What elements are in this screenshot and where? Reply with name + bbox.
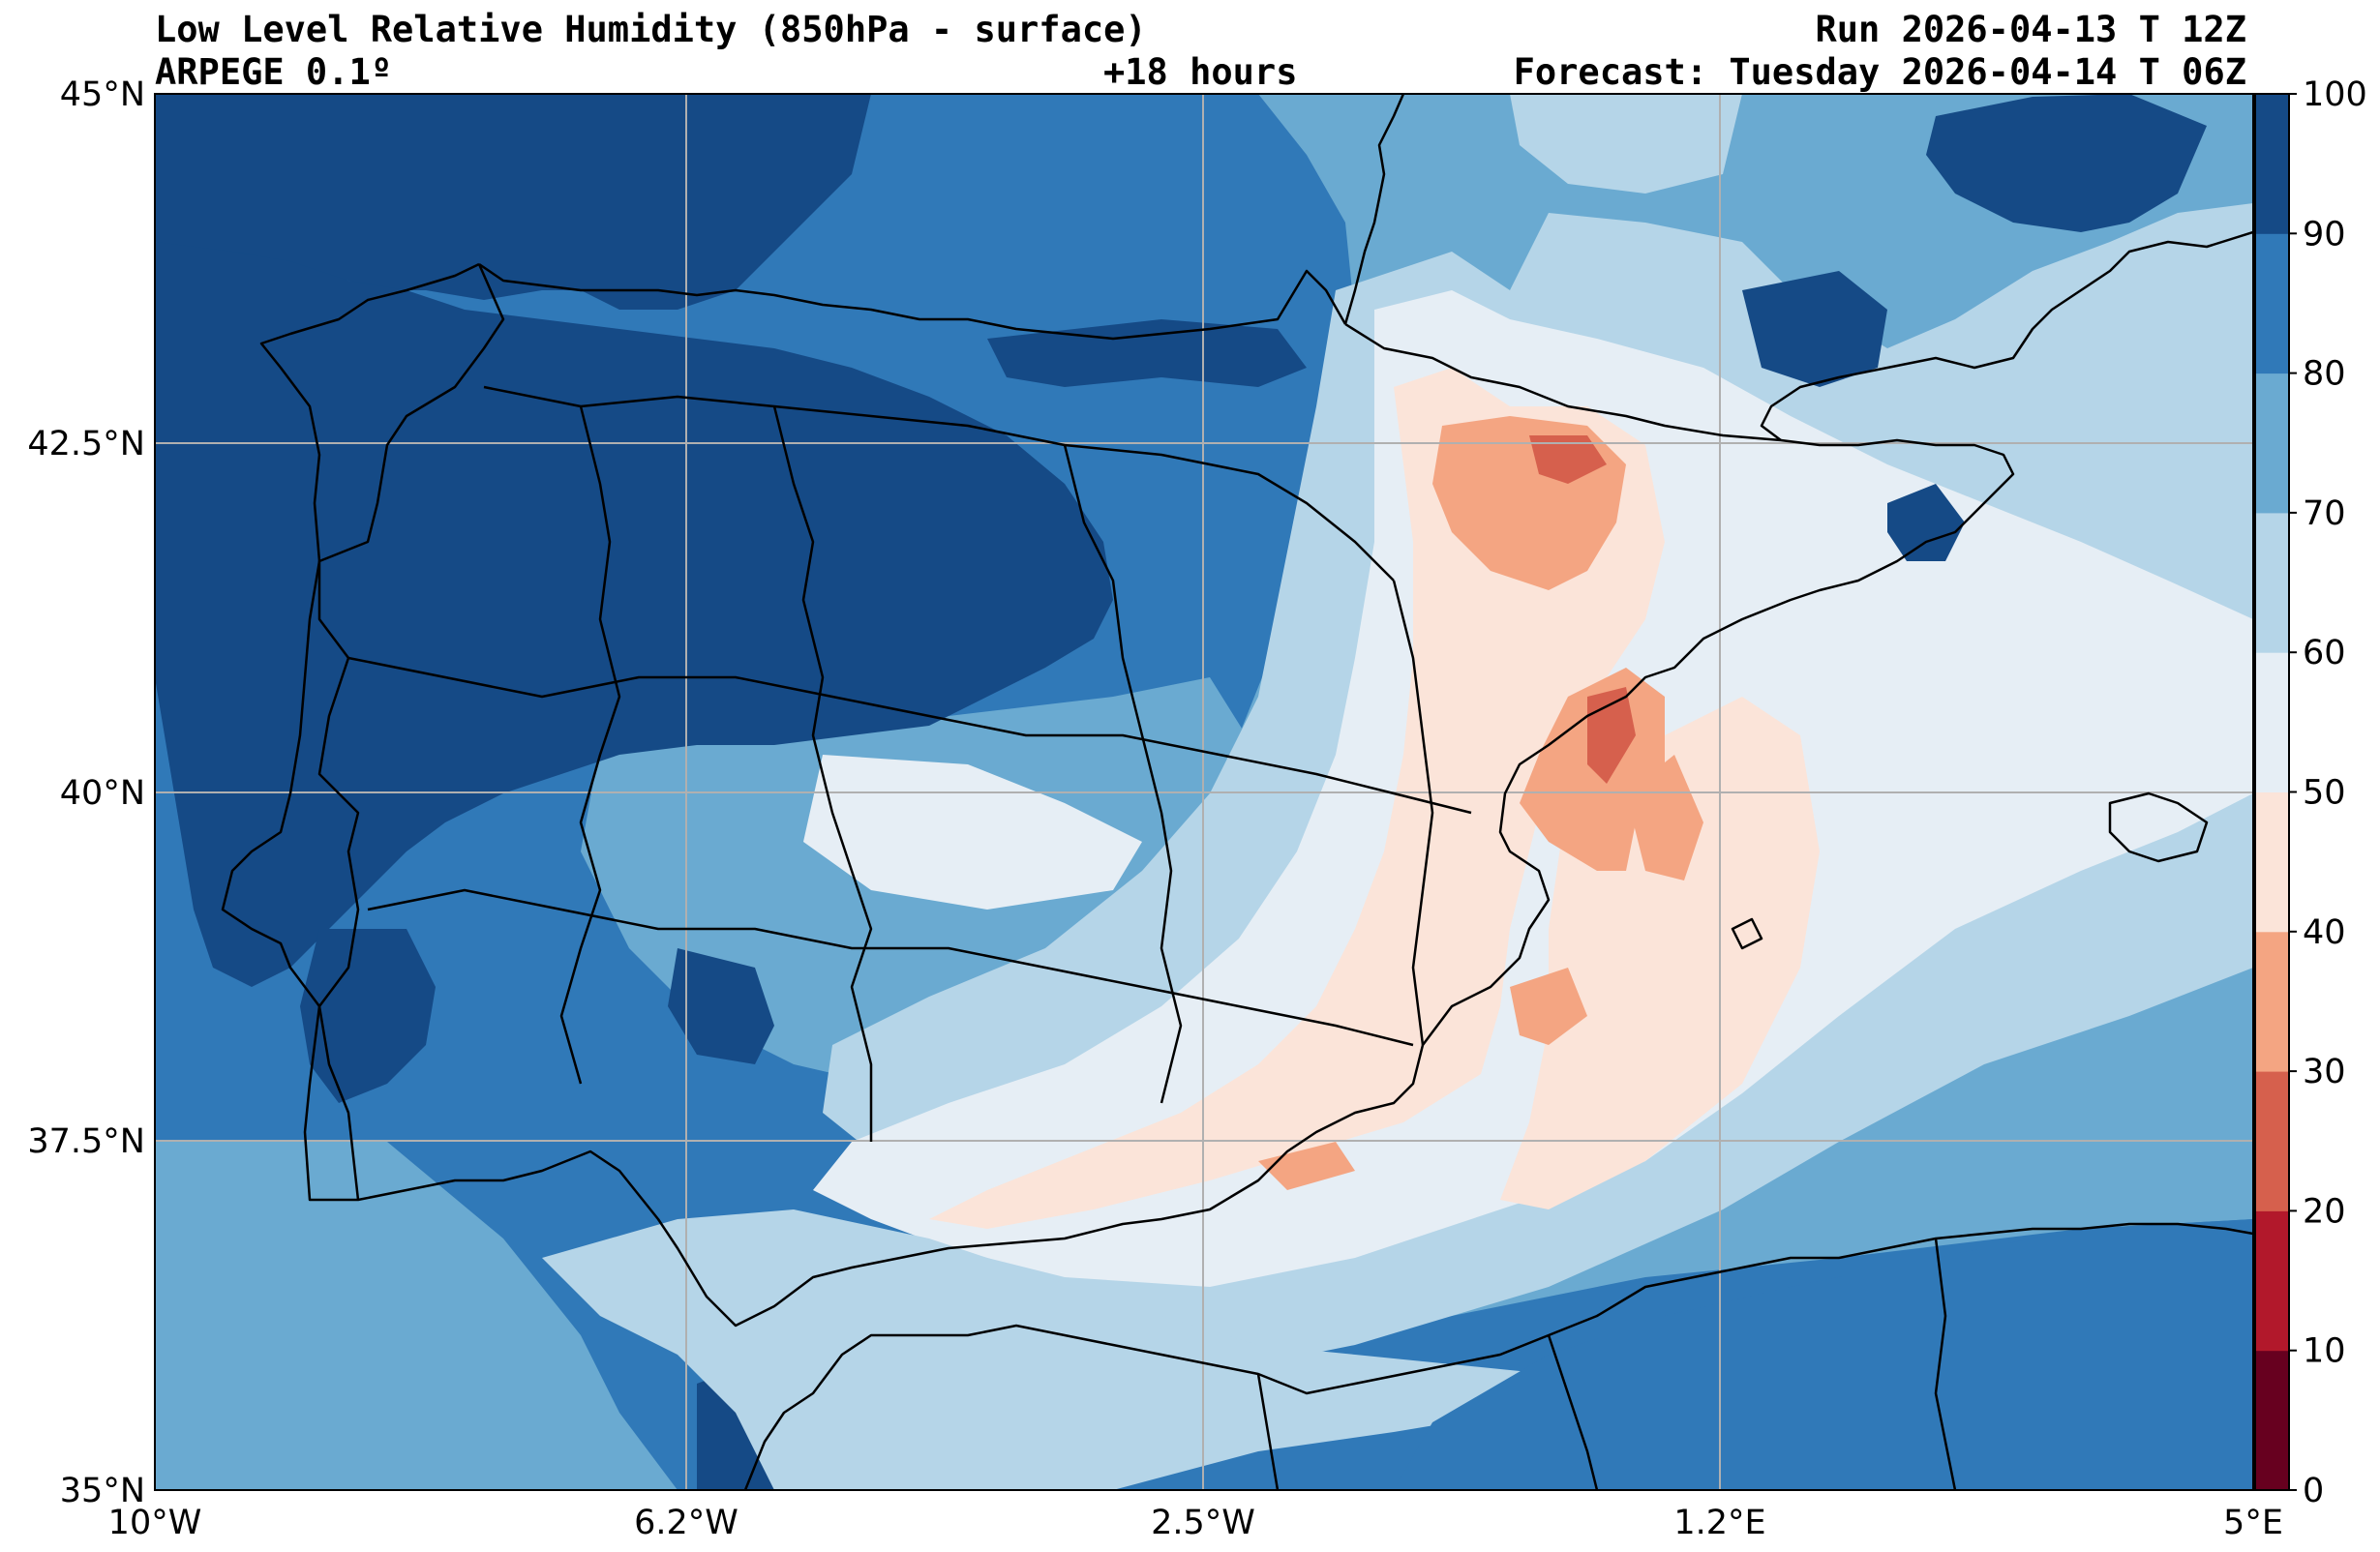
internal-borders-2 (559, 405, 621, 1085)
colorbar-band-7 (2255, 373, 2289, 514)
lon-tick-labels: 10°W 6.2°W 2.5°W 1.2°E 5°E (108, 1504, 2283, 1542)
biscay-coastline (478, 262, 1347, 341)
colorbar-band-6 (2255, 512, 2289, 653)
colorbar-band-0 (2255, 1350, 2289, 1491)
colorbar-band-2 (2255, 1071, 2289, 1211)
france-med-coastline (1760, 230, 2253, 441)
colorbar-band-8 (2255, 233, 2289, 374)
rh-band-60-70-northeast (1510, 94, 1742, 194)
africa-coastline (743, 1222, 2253, 1490)
rh-band-90-100-west (155, 94, 871, 310)
colorbar-tick-label: 60 (2303, 634, 2346, 672)
map-title: Low Level Relative Humidity (850hPa - su… (155, 9, 1147, 50)
colorbar-tick-label: 0 (2303, 1472, 2324, 1510)
internal-borders-4 (1063, 444, 1183, 1104)
colorbar-band-5 (2255, 652, 2289, 792)
rh-band-60-70-africa (542, 1209, 1549, 1490)
internal-borders-3 (772, 405, 873, 1142)
colorbar-tick-label: 40 (2303, 913, 2346, 952)
colorbar-tick-label: 20 (2303, 1192, 2346, 1231)
colorbar-tick-label: 70 (2303, 494, 2346, 533)
colorbar-tick-label: 10 (2303, 1332, 2346, 1371)
iberia-coastline (221, 262, 2015, 1328)
colorbar-tick-label: 90 (2303, 215, 2346, 254)
colorbar-tick-label: 50 (2303, 774, 2346, 813)
ibiza-coastline (1731, 917, 1763, 950)
colorbar-band-4 (2255, 791, 2289, 933)
lon-tick-10w: 10°W (108, 1504, 202, 1542)
lat-tick-40n: 40°N (60, 774, 145, 813)
lon-tick-2-5w: 2.5°W (1151, 1504, 1255, 1542)
colorbar-tick-label: 80 (2303, 355, 2346, 394)
lon-tick-5e: 5°E (2223, 1504, 2283, 1542)
lon-tick-1-2e: 1.2°E (1673, 1504, 1765, 1542)
coastlines-and-borders (221, 94, 2253, 1490)
colorbar: 0 10 20 30 40 50 60 70 80 90 100 (2254, 75, 2367, 1510)
lead-time-label: +18 hours (1103, 51, 1298, 93)
africa-borders (1256, 1238, 1957, 1490)
lat-tick-35n: 35°N (60, 1472, 145, 1510)
mallorca-coastline (2108, 791, 2209, 863)
rh-band-30-40-south (1258, 1142, 1355, 1190)
internal-borders-7 (1392, 580, 1434, 1046)
rh-band-90-100-portugal-south (300, 929, 436, 1103)
rh-band-90-100-pyrenees-east (1742, 271, 1887, 387)
rh-band-90-100-catalonia (1887, 484, 1965, 561)
forecast-time-label: Forecast: Tuesday 2026-04-14 T 06Z (1513, 51, 2246, 93)
internal-borders-1 (483, 385, 1395, 582)
rh-band-90-100-extremadura (668, 948, 774, 1064)
rh-band-90-100-north-coast (987, 319, 1307, 387)
rh-band-90-100-france (1926, 94, 2207, 232)
colorbar-band-1 (2255, 1210, 2289, 1352)
map-frame (154, 93, 2254, 1491)
model-label: ARPEGE 0.1º (155, 51, 393, 93)
france-atlantic-coastline (1343, 94, 1405, 325)
colorbar-band-9 (2255, 94, 2289, 234)
rh-band-30-40-murcia (1510, 968, 1587, 1045)
pyrenees-border (1344, 322, 1782, 442)
internal-borders-5 (347, 656, 1472, 815)
colorbar-band-3 (2255, 931, 2289, 1072)
lat-tick-42-5n: 42.5°N (27, 425, 145, 463)
colorbar-tick-label: 30 (2303, 1053, 2346, 1091)
graticule (155, 94, 2253, 1490)
colorbar-tick-label: 100 (2303, 75, 2367, 114)
lat-tick-45n: 45°N (60, 75, 145, 114)
rh-band-90-100-northwest (155, 242, 1113, 987)
rh-band-20-30-ebro (1529, 435, 1607, 484)
lon-tick-6-2w: 6.2°W (634, 1504, 738, 1542)
rh-band-70-80-southwest (155, 1142, 678, 1490)
run-time-label: Run 2026-04-13 T 12Z (1815, 9, 2246, 50)
rh-band-80-90-africa (1394, 1219, 2253, 1490)
lat-tick-37-5n: 37.5°N (27, 1122, 145, 1161)
lat-tick-labels: 45°N 42.5°N 40°N 37.5°N 35°N (27, 75, 145, 1510)
rh-band-40-50 (929, 368, 1665, 1229)
internal-borders-6 (367, 888, 1414, 1047)
rh-band-30-40-valencia (1626, 755, 1703, 880)
